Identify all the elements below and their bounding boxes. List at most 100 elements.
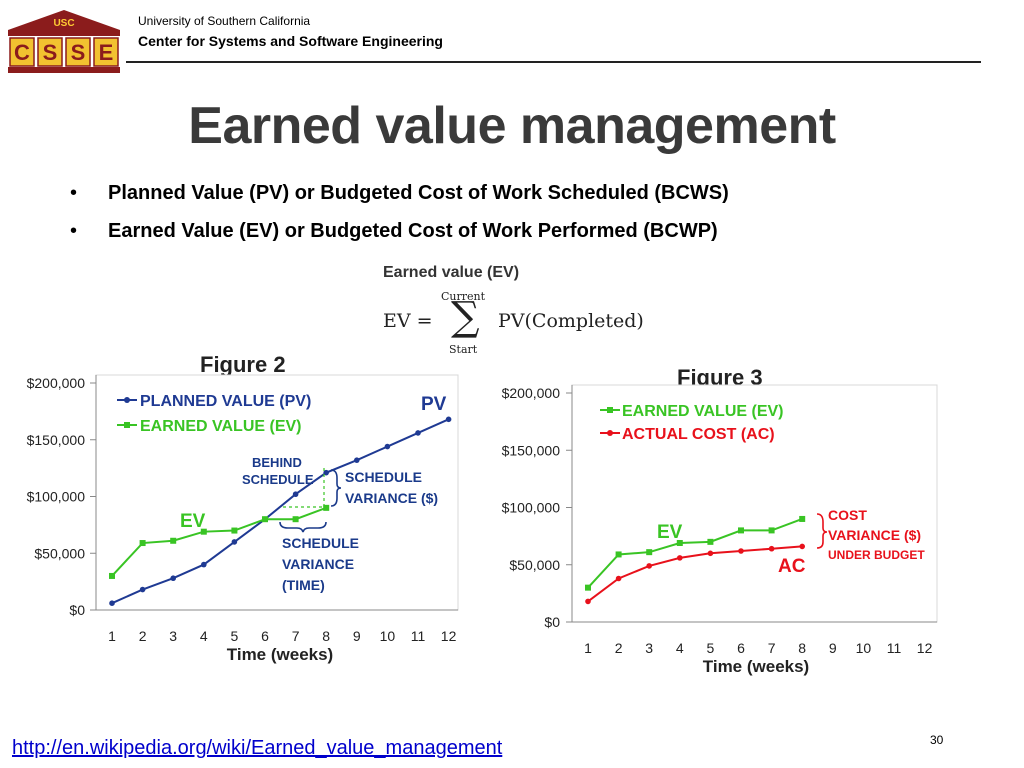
x-tick-label: 3 (645, 640, 653, 656)
bullet-dot: • (70, 182, 78, 204)
cost-variance-brace (816, 513, 828, 549)
cost-variance-line3: UNDER BUDGET (828, 548, 925, 562)
x-tick-label: 9 (353, 628, 361, 644)
y-tick-label: $0 (69, 602, 85, 618)
bullet-item: • Earned Value (EV) or Budgeted Cost of W… (70, 220, 729, 258)
slide-title: Earned value management (188, 97, 836, 155)
y-tick-label: $50,000 (34, 545, 85, 561)
data-point (323, 469, 330, 476)
data-point (707, 538, 714, 545)
figure2-xlabel: Time (weeks) (227, 645, 333, 664)
legend-ev-marker (124, 422, 130, 428)
x-tick-label: 5 (231, 628, 239, 644)
header-center: Center for Systems and Software Engineer… (138, 33, 443, 49)
x-tick-label: 9 (829, 640, 837, 656)
logo-letter-blocks: C S S E (9, 37, 119, 67)
data-point (799, 543, 805, 550)
data-point (139, 586, 146, 593)
data-point (445, 416, 452, 423)
logo-letter-s2: S (71, 40, 86, 65)
legend-pv-label: PLANNED VALUE (PV) (140, 393, 311, 410)
y-tick-label: $50,000 (509, 557, 560, 573)
formula-lower-limit: Start (449, 343, 478, 356)
sv-dollar-line1: SCHEDULE (345, 469, 422, 485)
data-point (707, 550, 714, 557)
legend-ac-label: ACTUAL COST (AC) (622, 426, 775, 443)
x-tick-label: 3 (169, 628, 177, 644)
series-line-2 (587, 545, 803, 603)
ev-formula: EV = Current ∑ Start PV(Completed) (383, 290, 653, 360)
data-point (109, 572, 115, 579)
x-tick-label: 1 (108, 628, 116, 644)
formula-heading: Earned value (EV) (383, 264, 520, 281)
x-tick-label: 11 (411, 628, 426, 644)
data-point (262, 516, 268, 523)
data-point (292, 491, 299, 498)
behind-schedule-line2: SCHEDULE (242, 472, 314, 487)
x-tick-label: 12 (917, 640, 933, 656)
y-tick-label: $100,000 (27, 489, 86, 505)
figure3-xlabel: Time (weeks) (703, 657, 809, 676)
y-tick-label: $200,000 (27, 375, 86, 391)
sigma-icon: ∑ (451, 294, 480, 340)
x-tick-label: 5 (707, 640, 715, 656)
series-line-1 (111, 418, 450, 605)
x-tick-label: 2 (615, 640, 623, 656)
data-point (585, 584, 591, 591)
x-tick-label: 7 (768, 640, 776, 656)
legend-pv-marker (124, 397, 130, 403)
data-point (677, 555, 683, 561)
x-tick-label: 2 (139, 628, 147, 644)
data-point (109, 600, 115, 606)
data-point (585, 598, 591, 605)
data-point (738, 548, 744, 554)
sv-time-line3: (TIME) (282, 577, 325, 593)
legend-ev-marker (607, 407, 613, 413)
x-tick-label: 8 (798, 640, 806, 656)
header-university: University of Southern California (138, 14, 311, 28)
sv-time-line1: SCHEDULE (282, 535, 359, 551)
page-number: 30 (930, 733, 944, 747)
series-line-1 (587, 518, 803, 589)
x-tick-label: 10 (380, 628, 396, 644)
x-tick-label: 6 (737, 640, 745, 656)
source-link[interactable]: http://en.wikipedia.org/wiki/Earned_valu… (12, 737, 503, 759)
data-point (384, 443, 391, 450)
y-tick-label: $150,000 (502, 442, 561, 458)
pv-annotation: PV (421, 394, 447, 415)
bullet-list: • Planned Value (PV) or Budgeted Cost of … (70, 182, 729, 258)
logo-letter-e: E (99, 40, 114, 65)
legend-ev-label: EARNED VALUE (EV) (140, 418, 302, 435)
ev-annotation: EV (657, 522, 683, 543)
ev-annotation: EV (180, 511, 206, 532)
data-point (201, 561, 207, 568)
sv-dollar-brace (330, 469, 342, 507)
figure3-legend: EARNED VALUE (EV) ACTUAL COST (AC) (600, 403, 784, 443)
behind-schedule-line1: BEHIND (252, 455, 302, 470)
data-point (646, 563, 652, 569)
data-point (323, 504, 330, 511)
series-line-2 (111, 506, 327, 577)
formula-upper-limit: Current (441, 290, 486, 303)
x-tick-label: 7 (292, 628, 300, 644)
data-point (170, 537, 177, 544)
bullet-item: • Planned Value (PV) or Budgeted Cost of … (70, 182, 729, 220)
x-tick-label: 12 (441, 628, 457, 644)
data-point (231, 527, 238, 534)
bullet-text: Planned Value (PV) or Budgeted Cost of W… (108, 182, 729, 204)
plot-area (571, 384, 938, 623)
logo-letter-c: C (14, 40, 30, 65)
logo-roof (8, 10, 120, 30)
figure2-series (109, 416, 452, 606)
formula-lhs: EV = (383, 310, 433, 332)
data-point (231, 539, 238, 545)
y-tick-label: $200,000 (502, 385, 561, 401)
header-divider (126, 61, 981, 63)
sv-time-line2: VARIANCE (282, 556, 354, 572)
y-tick-label: $150,000 (27, 432, 86, 448)
data-point (799, 515, 806, 522)
ac-annotation: AC (778, 556, 806, 577)
